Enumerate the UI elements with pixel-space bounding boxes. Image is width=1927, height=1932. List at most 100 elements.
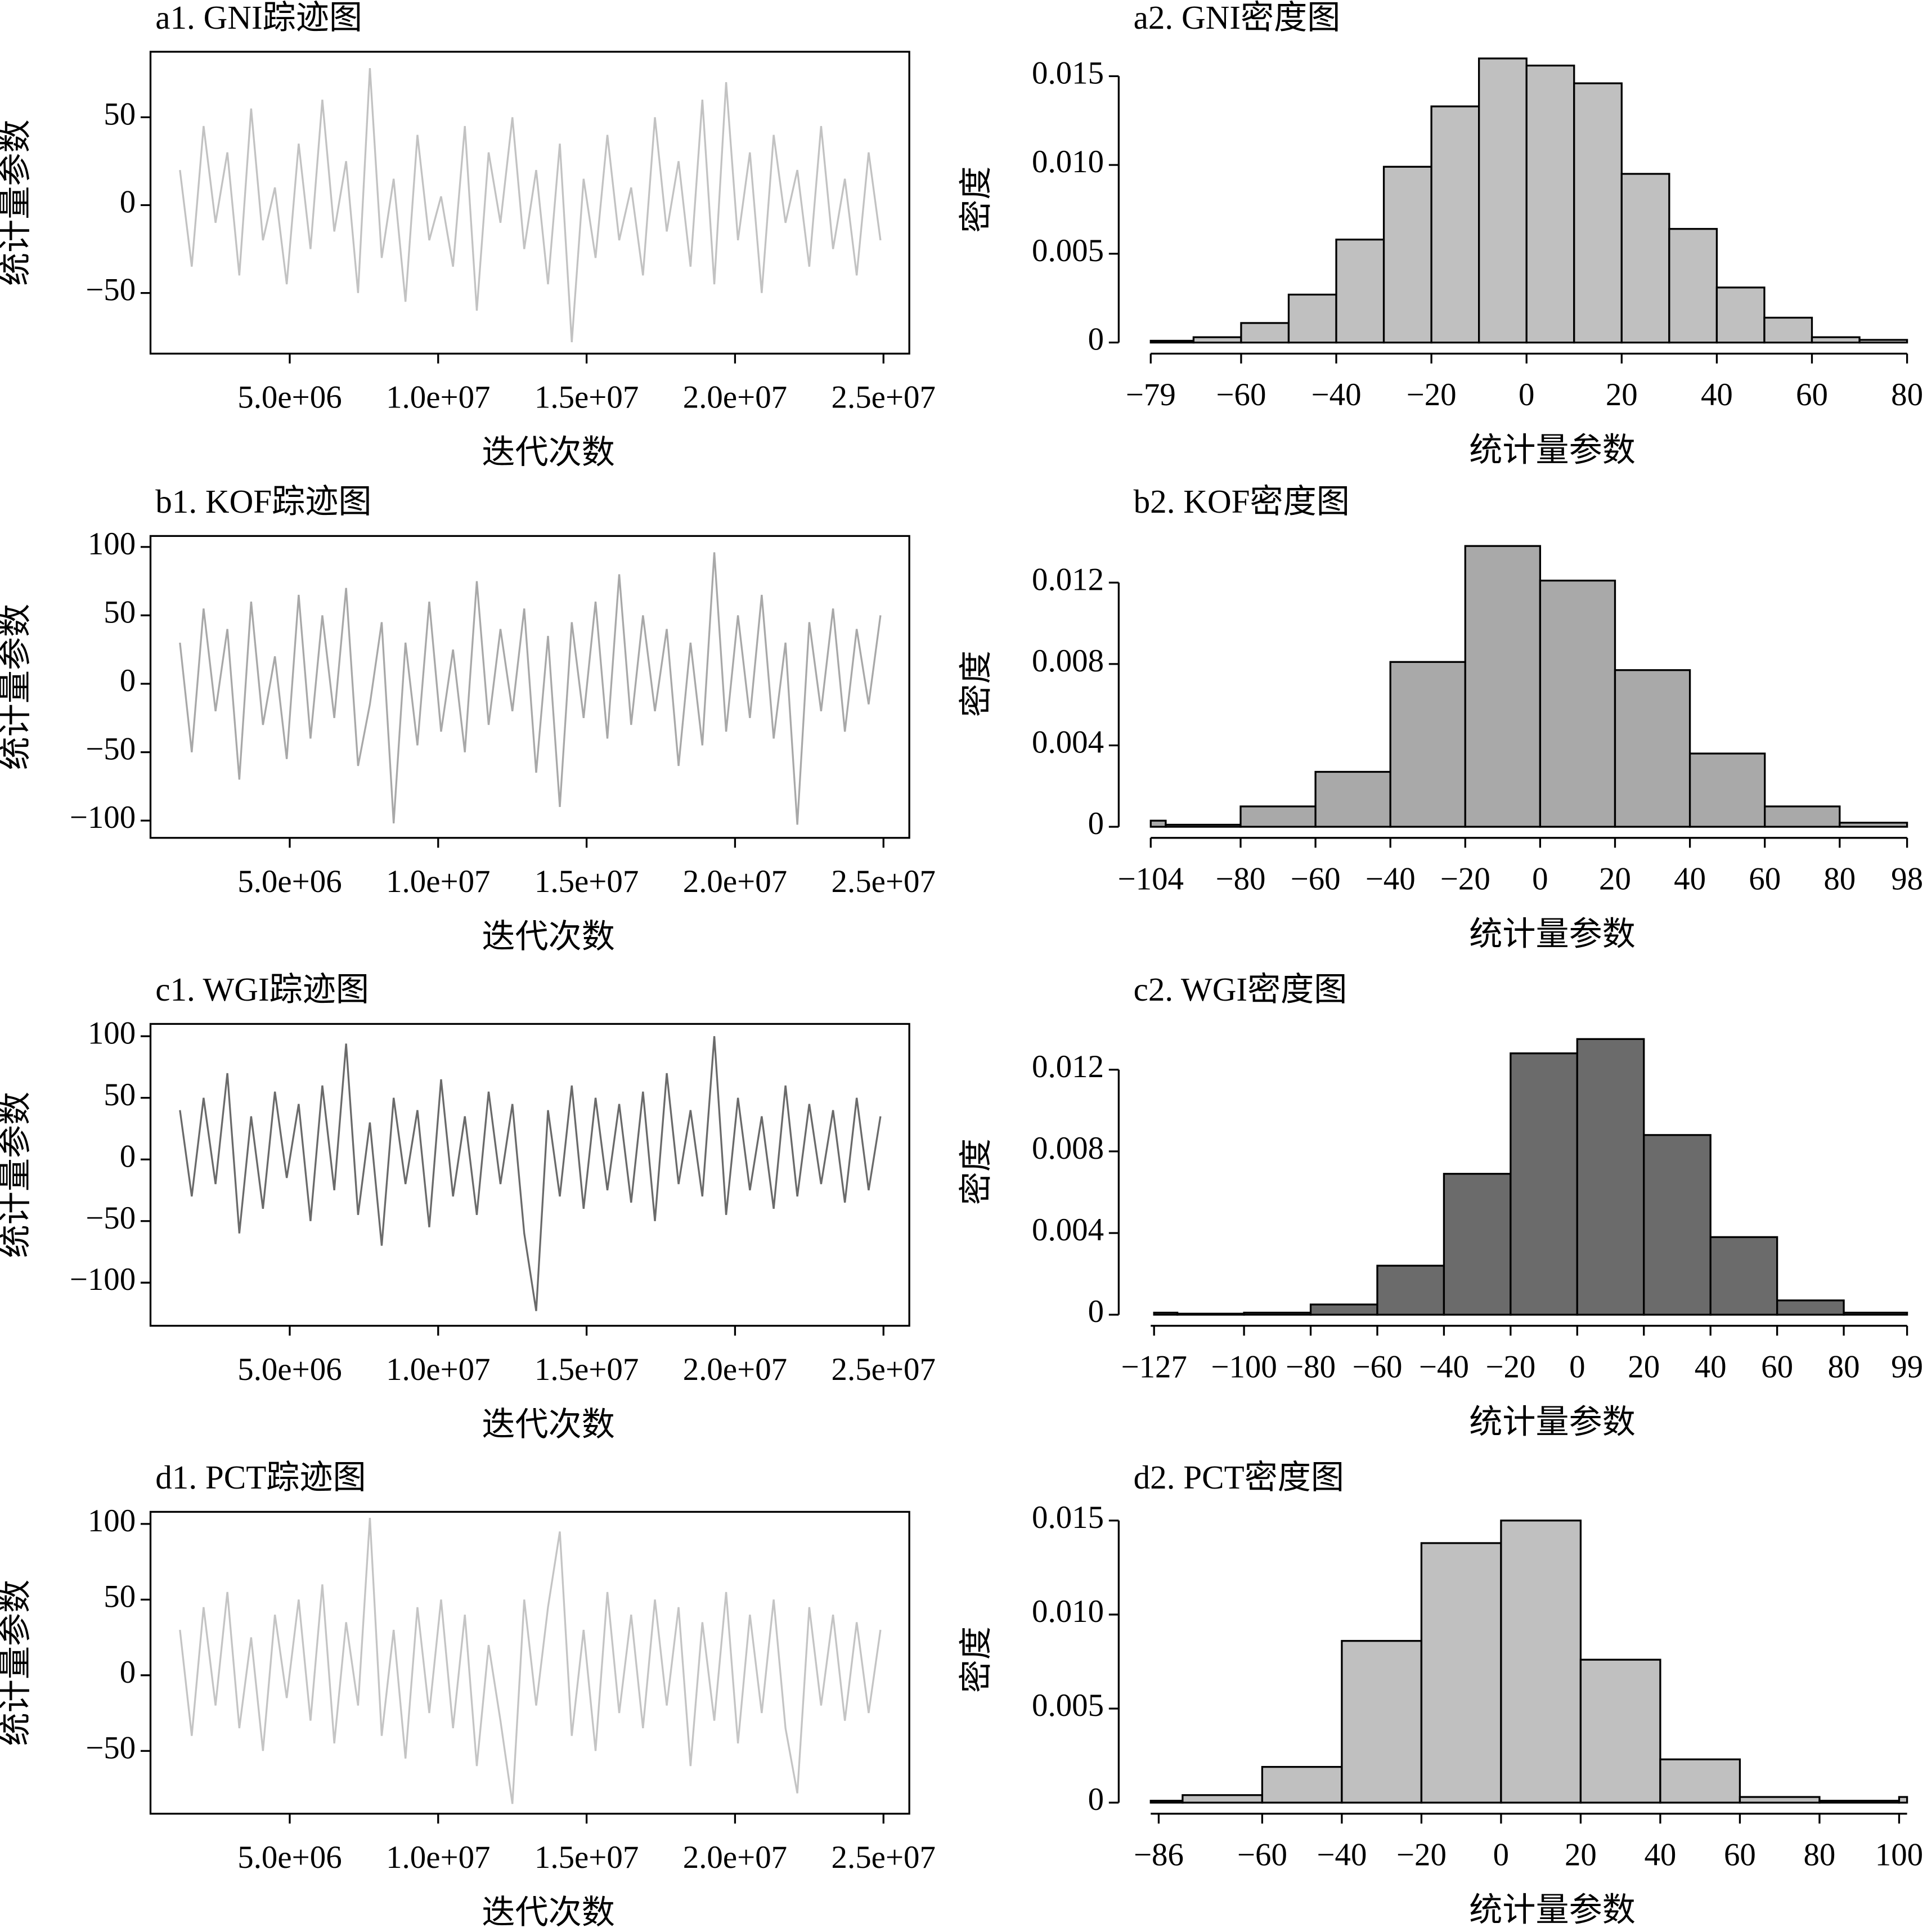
x-tick-label: 1.5e+07 [534,864,639,899]
x-tick-label: −60 [1216,377,1266,413]
y-tick-label: 0.010 [1032,144,1104,180]
x-tick-label: −86 [1134,1837,1184,1873]
panel-title: b2. KOF密度图 [1134,483,1350,520]
y-tick-label: 0.010 [1032,1594,1104,1629]
panel-title: d2. PCT密度图 [1134,1459,1344,1496]
x-tick-label: −40 [1365,862,1416,897]
x-axis-label: 统计量参数 [1469,1404,1636,1441]
y-tick-label: −50 [86,1200,136,1236]
x-tick-label: 20 [1628,1350,1660,1385]
histogram-bar [1314,770,1391,828]
histogram-bar [1309,1303,1378,1316]
histogram-bar [1643,1134,1712,1316]
histogram-bar [1182,1794,1264,1804]
y-axis-label: 密度 [958,1138,995,1205]
x-tick-label: 1.0e+07 [386,380,490,415]
x-tick-label: 2.0e+07 [683,1840,787,1875]
histogram-bar [1287,293,1337,344]
y-tick-label: 0 [120,185,136,220]
y-tick-label: 0 [1088,322,1104,357]
y-axis-label: 密度 [958,167,995,233]
x-tick-label: −60 [1352,1350,1402,1385]
histogram-bar [1659,1758,1741,1804]
x-tick-label: −60 [1291,862,1341,897]
x-tick-label: 1.5e+07 [534,1352,639,1387]
y-tick-label: 0.008 [1032,1131,1104,1166]
y-tick-label: 100 [88,526,136,562]
x-tick-label: 60 [1796,377,1828,413]
x-tick-label: −80 [1216,862,1266,897]
x-tick-label: −40 [1419,1350,1469,1385]
y-tick-label: −100 [70,1262,136,1297]
histogram-bar [1240,322,1290,344]
histogram-bar [1576,1038,1645,1316]
histogram-bar [1165,823,1242,828]
plot-frame [149,1023,910,1327]
histogram-bar [1430,105,1480,344]
histogram-bar [1478,57,1528,344]
x-tick-label: −40 [1311,377,1362,413]
x-tick-label: 2.5e+07 [832,380,936,415]
x-tick-label: −20 [1407,377,1457,413]
histogram-bar [1153,1311,1179,1316]
x-tick-label: 1.5e+07 [534,1840,639,1875]
y-tick-label: 0.015 [1032,55,1104,91]
y-tick-label: 50 [104,1579,136,1614]
x-tick-label: −80 [1286,1350,1336,1385]
x-tick-label: 0 [1532,862,1548,897]
histogram-bar [1261,1765,1343,1804]
y-tick-label: −50 [86,1730,136,1765]
plot-frame [149,1510,910,1815]
y-tick-label: 0 [1088,806,1104,841]
x-tick-label: 20 [1565,1837,1597,1873]
x-tick-label: −127 [1121,1350,1187,1385]
histogram-bar [1776,1299,1845,1316]
histogram-bar [1525,64,1575,344]
x-axis-label: 迭代次数 [482,918,614,955]
x-tick-label: 2.5e+07 [832,1352,936,1387]
x-tick-label: −20 [1396,1837,1447,1873]
panel-title: c1. WGI踪迹图 [155,971,369,1008]
y-tick-label: 0.012 [1032,1049,1104,1084]
x-tick-label: 40 [1674,862,1706,897]
x-axis-label: 统计量参数 [1469,1891,1636,1929]
y-tick-label: −50 [86,732,136,767]
x-tick-label: −20 [1485,1350,1535,1385]
y-tick-label: 0.008 [1032,643,1104,679]
y-axis-label: 统计量参数 [0,1580,34,1746]
y-tick-label: 50 [104,594,136,630]
panel-title: b1. KOF踪迹图 [155,483,371,520]
histogram-bar [1843,1311,1908,1316]
y-tick-label: 0 [1088,1294,1104,1329]
plot-frame [149,535,910,839]
x-tick-label: 99 [1891,1350,1923,1385]
histogram-bar [1192,336,1242,344]
y-tick-label: 100 [88,1503,136,1539]
y-axis-label: 统计量参数 [0,1092,34,1258]
x-axis-label: 迭代次数 [482,1406,614,1443]
x-tick-label: 5.0e+06 [237,864,342,899]
y-tick-label: 0.005 [1032,1688,1104,1723]
x-tick-label: −100 [1211,1350,1277,1385]
histogram-bar [1573,82,1623,344]
plot-frame [149,51,910,355]
histogram-bar [1376,1265,1445,1316]
x-tick-label: 20 [1606,377,1638,413]
y-tick-label: 50 [104,96,136,132]
panel-title: d1. PCT踪迹图 [155,1459,366,1496]
x-tick-label: 80 [1891,377,1923,413]
x-tick-label: 2.0e+07 [683,1352,787,1387]
histogram-bar [1668,228,1718,344]
trace-line [179,68,882,343]
y-axis-label: 统计量参数 [0,119,34,286]
x-tick-label: 60 [1724,1837,1756,1873]
x-tick-label: −40 [1317,1837,1367,1873]
y-tick-label: 0 [120,1655,136,1690]
histogram-bar [1739,1796,1821,1804]
histogram-bar [1510,1052,1578,1316]
x-tick-label: 40 [1701,377,1733,413]
x-tick-label: 100 [1875,1837,1923,1873]
histogram-bar [1898,1796,1908,1804]
x-tick-label: −79 [1126,377,1176,413]
